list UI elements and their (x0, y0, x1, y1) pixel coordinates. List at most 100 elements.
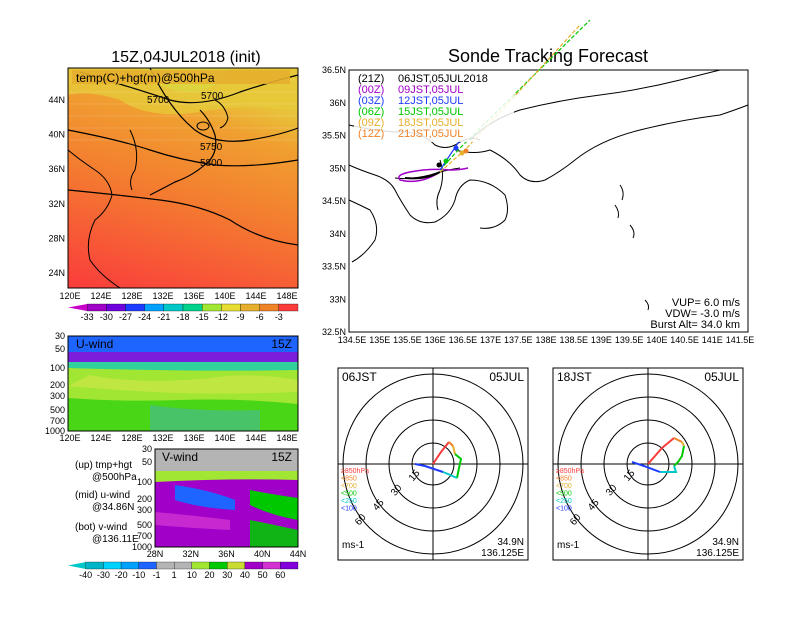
colorbar-cell (125, 303, 145, 312)
lon-tick: 140E (214, 291, 235, 301)
p-tick: 50 (142, 457, 152, 467)
lat-tick: 33N (329, 294, 346, 304)
p-tick: 50 (55, 344, 65, 354)
colorbar-label: -9 (236, 312, 244, 322)
tracking-title: Sonde Tracking Forecast (448, 46, 648, 66)
hodo-trace (647, 437, 675, 465)
v-wind-plot (154, 448, 299, 548)
legend-code: (06Z) (358, 106, 384, 118)
lon-tick: 144E (245, 433, 266, 443)
colorbar-label: 50 (258, 570, 268, 580)
lon-tick: 136E (183, 433, 204, 443)
colorbar-label: 60 (275, 570, 285, 580)
lon-tick: 134.5E (338, 335, 367, 345)
colorbar-label: 1 (172, 570, 177, 580)
legend-text: 09JST,05JUL (398, 84, 463, 96)
level-label: ≥850hPa (341, 468, 369, 475)
legend-text: 18JST,05JUL (398, 117, 463, 129)
note: @136.11E (92, 534, 139, 545)
lon-tick: 148E (276, 433, 297, 443)
p-tick: 300 (137, 505, 152, 515)
lat-tick: 44N (290, 549, 307, 559)
hodo-lon: 136.125E (696, 548, 739, 559)
colorbar-cell (209, 561, 228, 570)
lat-tick: 36N (329, 98, 346, 108)
hodo-trace (454, 453, 463, 479)
lat-tick: 36N (218, 549, 235, 559)
colorbar-label: -30 (97, 570, 110, 580)
colorbar-label: -21 (157, 312, 170, 322)
level-label: <500 (341, 491, 357, 498)
note: (mid) u-wind (75, 490, 130, 501)
legend-text: 21JST,05JUL (398, 128, 463, 140)
hodo-date: 05JUL (704, 370, 739, 384)
legend-code: (12Z) (358, 128, 384, 140)
p-tick: 200 (50, 380, 65, 390)
p-tick: 1000 (45, 426, 65, 436)
colorbar-cell (244, 561, 263, 570)
colorbar-cell (68, 304, 88, 311)
colorbar-cell (68, 562, 86, 569)
lon-tick: 136E (183, 291, 204, 301)
left-lat-ticks: 44N 40N 36N 32N 28N 24N (48, 95, 65, 278)
lat-tick: 32.5N (322, 327, 346, 337)
hodo-trace (673, 445, 685, 467)
colorbar-cell (259, 303, 279, 312)
temp-colorbar: -33 -30 -27 -24 -21 -18 -15 -12 -9 -6 -3 (68, 303, 299, 322)
lon-tick: 136.5E (449, 335, 478, 345)
lon-tick: 135.5E (393, 335, 422, 345)
colorbar-cell (85, 561, 104, 570)
tracking-lat-ticks: 36.5N 36N 35.5N 35N 34.5N 34N 33.5N 33N 32.5N (322, 65, 346, 337)
colorbar-cell (103, 561, 122, 570)
colorbar-cell (202, 303, 222, 312)
lat-tick: 33.5N (322, 262, 346, 272)
lon-tick: 139.5E (615, 335, 644, 345)
lon-tick: 140E (214, 433, 235, 443)
colorbar-label: -40 (79, 570, 92, 580)
level-label: <850 (341, 476, 357, 483)
colorbar-label: -27 (119, 312, 132, 322)
vdw: VDW= -3.0 m/s (665, 308, 740, 320)
burst-alt: Burst Alt= 34.0 km (650, 319, 740, 331)
hodo-trace (448, 441, 454, 447)
colorbar-cell (106, 303, 126, 312)
note: (up) tmp+hgt (75, 460, 132, 471)
u-wind-lon-ticks: 120E 124E 128E 132E 136E 140E 144E 148E (59, 433, 297, 443)
tracking-map (348, 19, 749, 333)
colorbar-cell (174, 561, 192, 570)
lat-tick: 28N (147, 549, 164, 559)
hodo-trace (452, 445, 456, 455)
p-tick: 500 (50, 405, 65, 415)
legend-text: 12JST,05JUL (398, 95, 463, 107)
contour-label: 5800 (200, 158, 223, 169)
colorbar-cell (262, 561, 281, 570)
lon-tick: 139E (591, 335, 612, 345)
colorbar-cell (156, 561, 175, 570)
legend-notes: (up) tmp+hgt @500hPa (mid) u-wind @34.86… (75, 460, 139, 545)
colorbar-label: -30 (100, 312, 113, 322)
hodo-time: 06JST (342, 370, 377, 384)
lon-tick: 137E (480, 335, 501, 345)
hodo-trace (673, 437, 683, 443)
colorbar-label: 20 (205, 570, 215, 580)
legend-code: (21Z) (358, 73, 384, 85)
note: @34.86N (92, 502, 134, 513)
legend-code: (00Z) (358, 84, 384, 96)
legend-text: 15JST,05JUL (398, 106, 463, 118)
lat-tick: 34N (329, 229, 346, 239)
lon-tick: 124E (90, 291, 111, 301)
level-label: ≥850hPa (556, 468, 584, 475)
p-tick: 500 (137, 520, 152, 530)
contour-label: 5750 (200, 142, 223, 153)
note: (bot) v-wind (75, 522, 127, 533)
hodo-lat: 34.9N (497, 537, 524, 548)
colorbar-label: -12 (215, 312, 228, 322)
u-wind-plot (67, 335, 299, 432)
colorbar-cell (163, 303, 184, 312)
hodo-trace (432, 441, 450, 465)
p-tick: 300 (50, 391, 65, 401)
contour-labels: 5700 5700 5750 5800 (147, 91, 224, 169)
u-wind-time: 15Z (271, 337, 292, 351)
colorbar-cell (221, 303, 241, 312)
lat-tick: 44N (48, 95, 65, 105)
